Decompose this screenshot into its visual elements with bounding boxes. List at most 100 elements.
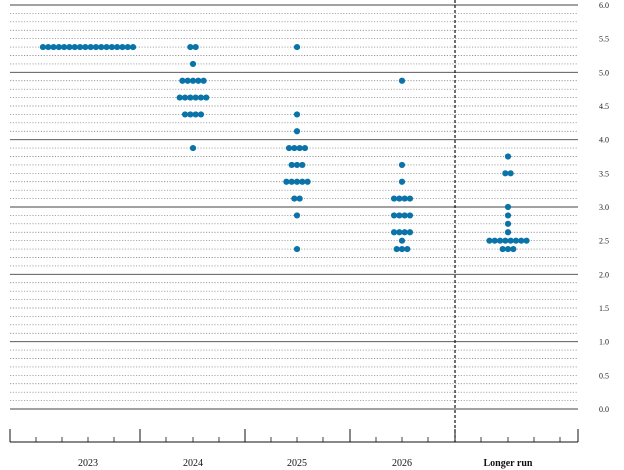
- y-tick-label: 1.5: [599, 304, 609, 313]
- participant-dot: [189, 60, 197, 68]
- participant-dot: [76, 43, 84, 51]
- participant-dot: [293, 128, 301, 135]
- participant-dot: [396, 195, 403, 202]
- participant-dot: [181, 94, 189, 101]
- participant-dot: [299, 161, 306, 169]
- participant-dot: [293, 245, 301, 253]
- participant-dot: [293, 43, 301, 51]
- x-category-labels: 2023 2024 2025 2026 Longer run: [78, 458, 533, 469]
- participant-dot: [301, 144, 309, 152]
- participant-dot: [499, 245, 506, 253]
- participant-dot: [398, 77, 406, 84]
- participant-dot: [507, 237, 514, 244]
- participant-dot: [504, 220, 512, 227]
- participant-dot: [404, 245, 411, 253]
- participant-dot: [66, 43, 73, 51]
- participant-dot: [406, 212, 414, 219]
- participant-dot: [192, 43, 199, 51]
- participant-dot: [103, 43, 110, 51]
- participant-dot: [187, 94, 194, 101]
- participant-dot: [486, 237, 493, 244]
- participant-dot: [390, 212, 398, 219]
- participant-dot: [195, 77, 202, 84]
- participant-dot: [291, 195, 298, 202]
- participant-dot: [406, 229, 414, 236]
- participant-dot: [406, 195, 414, 202]
- participant-dot: [396, 229, 403, 236]
- participant-dot: [304, 178, 311, 185]
- participant-dot: [293, 212, 301, 219]
- participant-dot: [296, 195, 303, 202]
- participant-dot: [98, 43, 105, 51]
- participant-dot: [283, 178, 290, 185]
- x-category-label: 2023: [78, 458, 98, 469]
- participant-dot: [87, 43, 94, 51]
- grid-lines: [10, 4, 578, 410]
- y-tick-label: 2.5: [599, 237, 609, 246]
- participant-dot: [507, 170, 514, 177]
- participant-dot: [50, 43, 57, 51]
- participant-dot: [129, 43, 137, 51]
- participant-dot: [192, 111, 199, 118]
- participant-dot: [189, 77, 197, 84]
- participant-dot: [124, 43, 131, 51]
- participant-dot: [401, 229, 408, 236]
- participant-dot: [293, 161, 301, 169]
- participant-dot: [496, 237, 504, 244]
- participant-dot: [504, 153, 512, 160]
- participant-dot: [285, 144, 293, 152]
- participant-dot: [398, 178, 406, 185]
- participant-dot: [179, 77, 186, 84]
- participant-dot: [398, 161, 406, 169]
- participant-dot: [82, 43, 89, 51]
- participant-dot: [197, 94, 205, 101]
- participant-dot: [184, 77, 191, 84]
- participant-dot: [181, 111, 189, 118]
- participant-dot: [504, 203, 512, 211]
- participant-dot: [510, 245, 517, 253]
- participant-dot: [203, 94, 210, 101]
- participant-dot: [293, 178, 301, 185]
- y-tick-labels: 0.0 0.5 1.0 1.5 2.0 2.5 3.0 3.5 4.0 4.5 5.0 5.5 6.0: [599, 1, 609, 414]
- x-axis: [9, 429, 579, 443]
- y-tick-label: 0.5: [599, 371, 609, 380]
- participant-dot: [187, 111, 194, 118]
- participant-dot: [187, 43, 194, 51]
- participant-dot: [390, 195, 398, 202]
- participant-dot: [189, 144, 197, 152]
- x-category-label: 2024: [183, 458, 203, 469]
- y-tick-label: 4.0: [599, 136, 609, 145]
- participant-dot: [176, 94, 183, 101]
- participant-dot: [512, 237, 520, 244]
- y-tick-label: 5.0: [599, 68, 609, 77]
- participant-dot: [401, 195, 408, 202]
- participant-dot: [296, 144, 303, 152]
- y-tick-label: 2.0: [599, 270, 609, 279]
- participant-dot: [299, 178, 306, 185]
- participant-dot: [291, 144, 298, 152]
- x-category-label: 2026: [392, 458, 412, 469]
- participant-dot: [502, 237, 509, 244]
- participant-dot: [55, 43, 62, 51]
- y-tick-label: 4.5: [599, 102, 609, 111]
- participant-dot: [71, 43, 78, 51]
- y-tick-label: 5.5: [599, 35, 609, 44]
- participant-dot: [108, 43, 115, 51]
- participant-dot: [45, 43, 52, 51]
- participant-dot: [390, 229, 398, 236]
- participant-dot: [502, 170, 509, 177]
- participant-dot: [393, 245, 400, 253]
- participant-dot: [504, 212, 512, 219]
- participant-dot: [504, 245, 512, 253]
- participant-dot: [401, 212, 408, 219]
- participant-dot: [518, 237, 525, 244]
- y-tick-label: 3.0: [599, 203, 609, 212]
- participant-dot: [398, 245, 406, 253]
- participant-dot: [114, 43, 121, 51]
- participant-dot: [504, 229, 512, 236]
- participant-dot: [398, 237, 406, 244]
- participant-dot: [523, 237, 530, 244]
- y-tick-label: 6.0: [599, 1, 609, 10]
- participant-dot: [192, 94, 199, 101]
